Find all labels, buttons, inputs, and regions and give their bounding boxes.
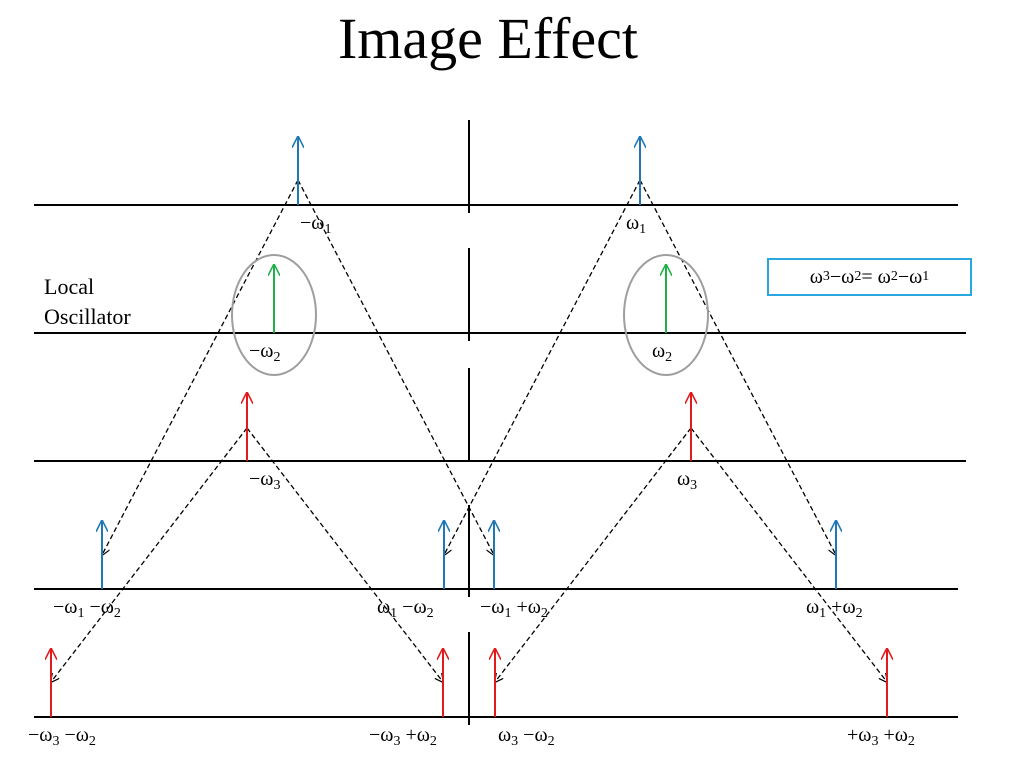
frequency-axes xyxy=(34,204,966,718)
label-w1-posw2: ω1 +ω2 xyxy=(806,596,863,621)
arrow-negw1-to-sum xyxy=(102,179,299,555)
arrow-w3-to-diff xyxy=(495,427,692,682)
label-neg-w3: −ω3 xyxy=(249,468,281,493)
label-neg-w1: −ω1 xyxy=(300,212,332,237)
slide-title: Image Effect xyxy=(337,6,639,71)
label-pos-w1: ω1 xyxy=(626,212,647,237)
lo-ellipse-right xyxy=(623,254,709,376)
lo-ellipse-left xyxy=(231,254,317,376)
eq-omega-a: ω xyxy=(809,265,823,288)
arrow-w1-to-sum xyxy=(639,179,836,555)
eq-op1: −ω xyxy=(829,265,855,288)
arrow-w3-to-sum xyxy=(690,427,887,682)
label-pos-w2: ω2 xyxy=(652,340,673,365)
lo-lines xyxy=(274,265,666,333)
eq-op2: −ω xyxy=(897,265,923,288)
label-negw3-negw2: −ω3 −ω2 xyxy=(28,724,96,749)
label-negw1-negw2: −ω1 −ω2 xyxy=(53,596,121,621)
label-neg-w2: −ω2 xyxy=(249,340,281,365)
label-negw1-posw2: −ω1 +ω2 xyxy=(480,596,548,621)
local-oscillator-line1: Local xyxy=(44,274,95,299)
signal-lines xyxy=(102,137,836,589)
label-pos-w3: ω3 xyxy=(677,468,698,493)
label-negw3-posw2: −ω3 +ω2 xyxy=(369,724,437,749)
local-oscillator-label: Local Oscillator xyxy=(44,272,131,332)
mixing-arrows xyxy=(51,179,887,682)
eq-equals: = ω xyxy=(861,265,891,288)
arrow-negw1-to-diff xyxy=(297,179,494,555)
local-oscillator-line2: Oscillator xyxy=(44,304,131,329)
arrow-negw3-to-sum xyxy=(51,427,248,682)
lo-highlights xyxy=(231,254,709,376)
arrow-negw3-to-diff xyxy=(246,427,443,682)
label-w3-negw2: ω3 −ω2 xyxy=(498,724,555,749)
label-posw3-posw2: +ω3 +ω2 xyxy=(847,724,915,749)
arrow-w1-to-diff xyxy=(444,179,641,555)
label-w1-negw2: ω1 −ω2 xyxy=(377,596,434,621)
image-lines xyxy=(51,393,887,717)
